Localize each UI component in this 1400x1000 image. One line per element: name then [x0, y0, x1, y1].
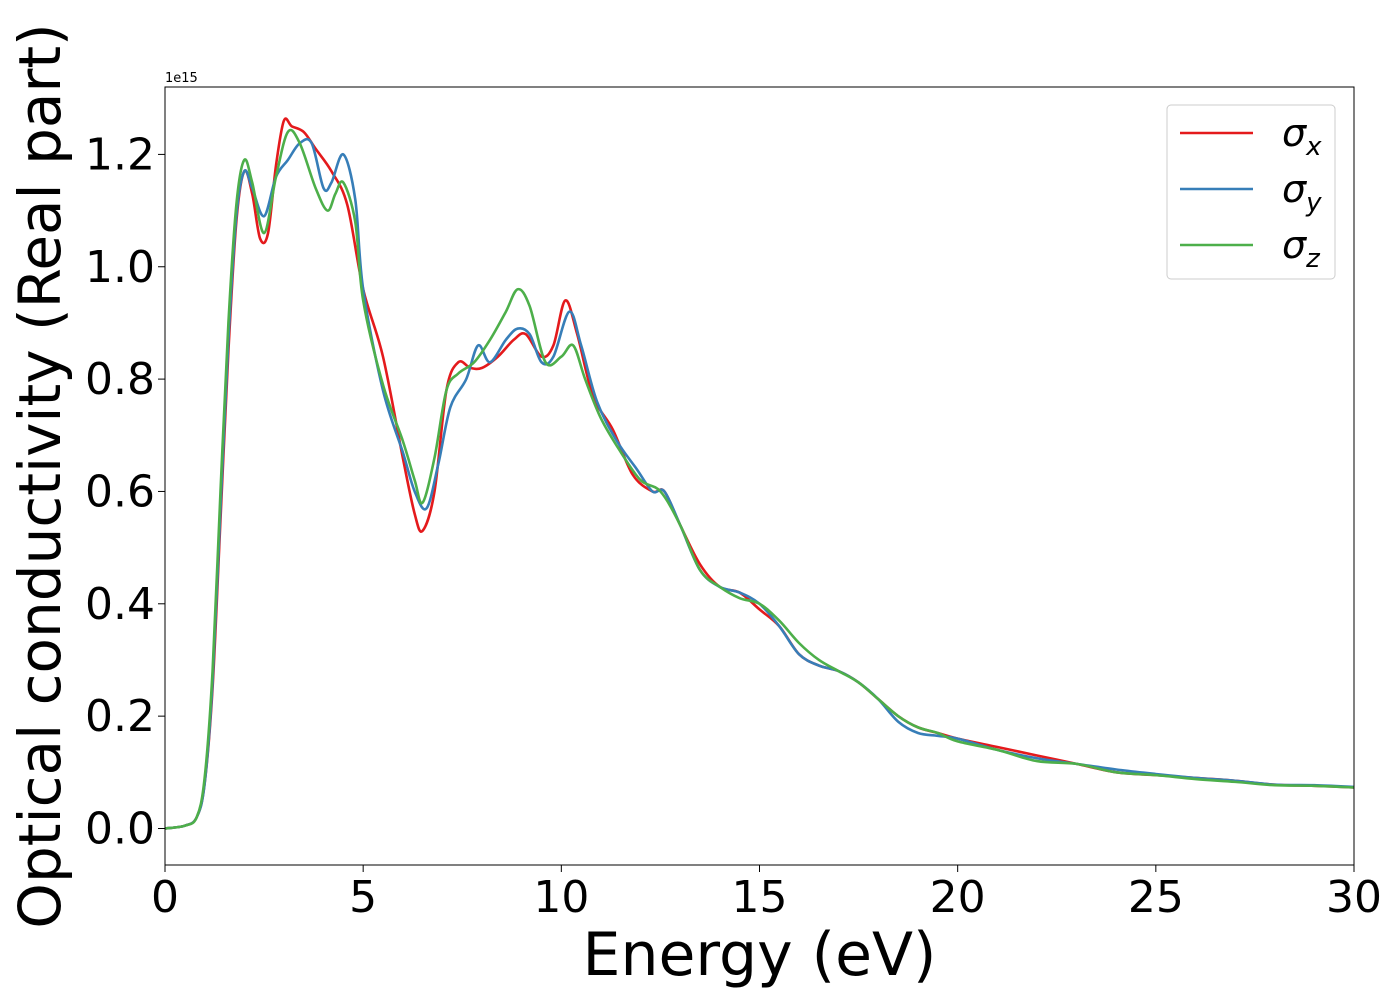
y-axis-label: Optical conductivity (Real part) [6, 23, 74, 928]
y-tick-label: 0.0 [85, 803, 155, 854]
y-tick-label: 0.4 [85, 579, 155, 630]
legend-label-z: σz [1282, 223, 1321, 274]
x-tick-label: 25 [1128, 872, 1184, 923]
y-axis-ticks: 0.0 0.2 0.4 0.6 0.8 1.0 1.2 [85, 129, 165, 854]
y-tick-label: 0.2 [85, 691, 155, 742]
x-tick-label: 5 [349, 872, 377, 923]
x-tick-label: 30 [1326, 872, 1382, 923]
y-offset-label: 1e15 [165, 71, 198, 86]
x-axis-ticks: 0 5 10 15 20 25 30 [151, 865, 1382, 923]
series-layer [164, 117, 1355, 830]
x-tick-label: 10 [533, 872, 589, 923]
y-tick-label: 0.8 [85, 354, 155, 405]
y-tick-label: 0.6 [85, 466, 155, 517]
y-tick-label: 1.0 [85, 242, 155, 293]
x-axis-label: Energy (eV) [583, 920, 937, 990]
series-line-z [164, 128, 1355, 830]
y-tick-label: 1.2 [85, 129, 155, 180]
x-tick-label: 15 [732, 872, 788, 923]
legend-frame [1166, 104, 1336, 280]
x-tick-label: 20 [930, 872, 986, 923]
x-tick-label: 0 [151, 872, 179, 923]
